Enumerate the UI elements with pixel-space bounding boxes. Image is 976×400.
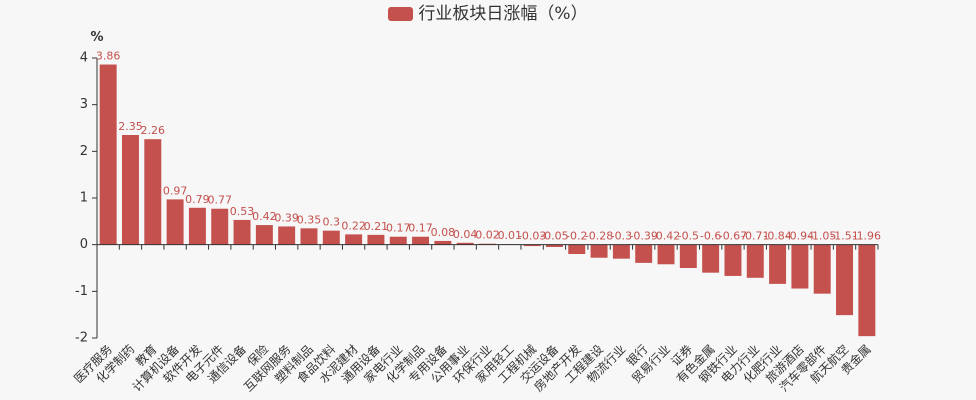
bar-value-label: -1.96 — [853, 230, 881, 243]
bar-value-label: -0.3 — [611, 230, 632, 243]
bar — [769, 244, 787, 284]
bar — [545, 244, 563, 247]
bar — [612, 244, 630, 259]
bar-value-label: -0.03 — [518, 230, 546, 243]
bar — [367, 234, 385, 245]
bar — [211, 208, 229, 245]
bar-value-label: 2.35 — [118, 120, 143, 133]
bar — [456, 242, 474, 245]
bar — [746, 244, 764, 278]
bar — [836, 244, 854, 316]
bar-value-label: 0.39 — [274, 211, 299, 224]
bar-value-label: -0.39 — [629, 230, 657, 243]
bar — [635, 244, 653, 263]
bar — [278, 226, 296, 245]
bar-series: 3.86 2.352.26 0.970.790.770.530.420.390.35… — [96, 50, 881, 337]
bar-value-label: -1.51 — [830, 230, 858, 243]
bar — [813, 244, 831, 294]
y-axis: 4 3 2 1 0 -1 -2 — [75, 51, 98, 346]
bar-value-label: 0.01 — [498, 229, 523, 242]
y-tick-label: 1 — [80, 191, 88, 206]
bar-value-label: -0.28 — [585, 230, 613, 243]
bar — [322, 230, 340, 245]
bar — [99, 64, 117, 245]
y-tick-label: -2 — [75, 331, 88, 346]
y-tick-label: -1 — [75, 284, 88, 299]
bar-value-label: -0.2 — [566, 230, 587, 243]
bar-value-label: 0.17 — [386, 222, 411, 235]
bar — [523, 244, 541, 247]
bar — [568, 244, 586, 254]
bar-value-label: -0.67 — [719, 230, 747, 243]
bar — [166, 199, 184, 245]
bar — [679, 244, 697, 268]
legend-item[interactable]: 行业板块日涨幅（%） — [0, 3, 976, 25]
bar — [255, 225, 273, 245]
bar — [657, 244, 675, 265]
y-tick-label: 4 — [80, 51, 88, 66]
bar — [858, 244, 876, 337]
y-tick-label: 0 — [80, 237, 88, 252]
bar-value-label: 0.42 — [252, 210, 277, 223]
bar — [702, 244, 720, 273]
bar — [345, 234, 363, 245]
bar-value-label: 0.17 — [408, 222, 433, 235]
bar — [188, 207, 206, 245]
bar-value-label: -0.42 — [652, 230, 680, 243]
bar-value-label: 2.26 — [141, 124, 166, 137]
legend-label: 行业板块日涨幅（%） — [418, 4, 588, 24]
bar-value-label: -0.94 — [786, 230, 814, 243]
bar-value-label: 0.02 — [475, 229, 500, 242]
bar-value-label: 0.3 — [323, 216, 341, 229]
bar — [233, 219, 251, 245]
y-tick-label: 3 — [80, 97, 88, 112]
bar — [389, 236, 407, 245]
bar-value-label: 0.22 — [341, 219, 366, 232]
bar — [791, 244, 809, 289]
bar — [434, 240, 452, 245]
bar-value-label: -0.5 — [678, 230, 699, 243]
bar-value-label: 0.79 — [185, 193, 210, 206]
bar-value-label: 0.35 — [297, 213, 322, 226]
bar-value-label: 0.04 — [453, 228, 478, 241]
bar-value-label: -0.71 — [741, 230, 769, 243]
bar — [300, 228, 318, 245]
bar-value-label: -0.84 — [763, 230, 791, 243]
bar-value-label: 0.53 — [230, 205, 255, 218]
bar — [724, 244, 742, 276]
bar-value-label: -1.05 — [808, 230, 836, 243]
bar-value-label: -0.6 — [700, 230, 721, 243]
y-tick-label: 2 — [80, 144, 88, 159]
bar-value-label: 0.21 — [364, 220, 389, 233]
bar-value-label: 0.08 — [431, 226, 456, 239]
bar-value-label: 3.86 — [96, 50, 121, 63]
y-axis-name: % — [90, 30, 103, 45]
bar-value-label: 0.97 — [163, 184, 188, 197]
bar — [412, 236, 430, 245]
bar-value-label: 0.77 — [207, 194, 232, 207]
bar-value-label: -0.05 — [540, 230, 568, 243]
legend-swatch — [388, 7, 414, 21]
bar — [590, 244, 608, 258]
bar — [121, 135, 139, 245]
bar — [144, 139, 162, 245]
